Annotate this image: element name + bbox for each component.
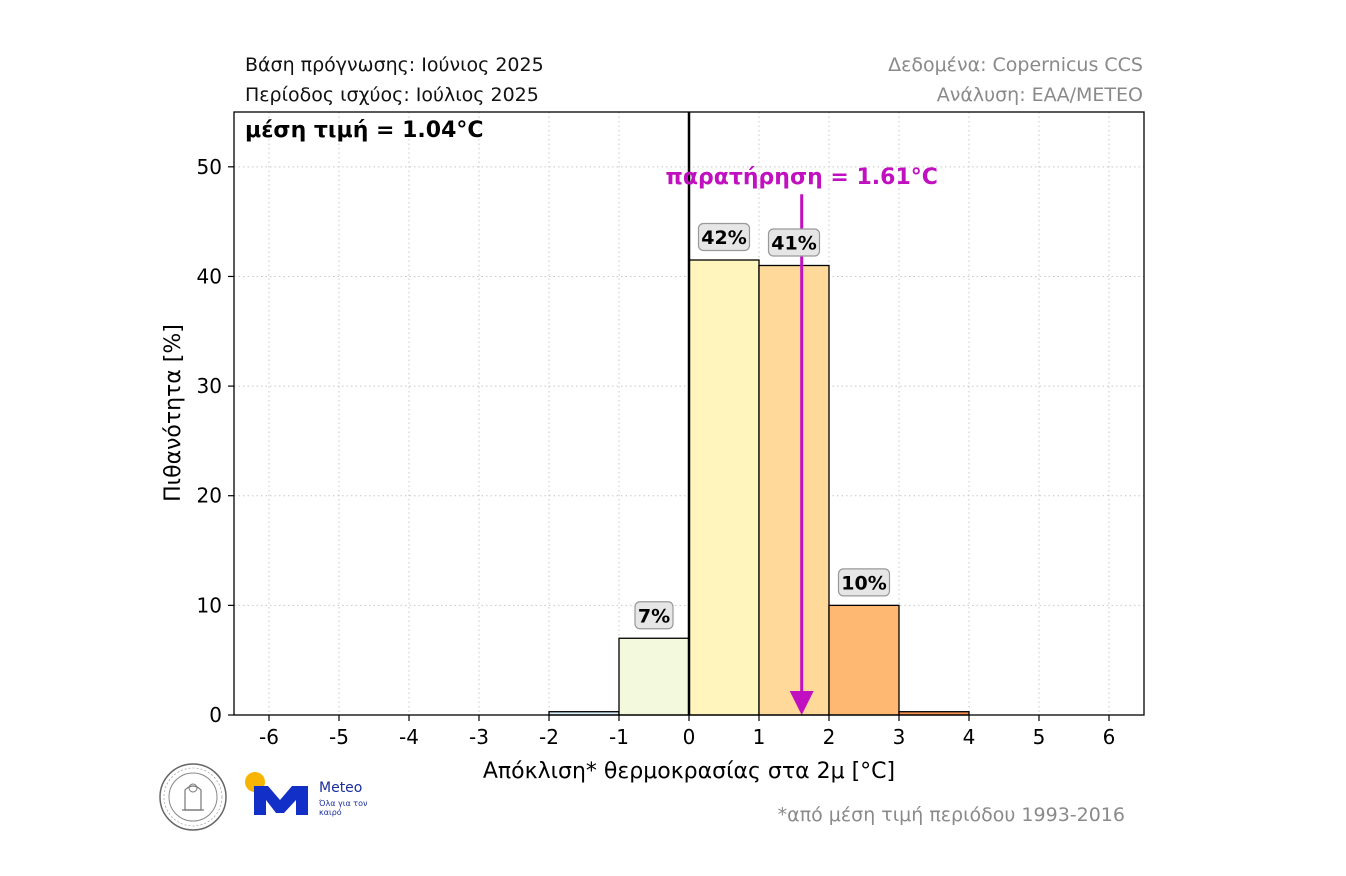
meteo-logo xyxy=(244,770,316,822)
bar-label-box xyxy=(697,222,751,252)
y-tick-label: 40 xyxy=(197,264,222,288)
histogram-bar xyxy=(758,264,830,716)
bar-value-label: 41% xyxy=(771,232,816,254)
x-axis-label: Απόκλιση* θερμοκρασίας στα 2μ [°C] xyxy=(483,759,895,784)
bar-value-label: 10% xyxy=(841,572,886,594)
x-tick-label: 3 xyxy=(893,725,906,749)
y-tick-label: 50 xyxy=(197,155,222,179)
x-tick-label: 2 xyxy=(823,725,836,749)
bar-value-label: 7% xyxy=(638,605,670,627)
valid-period-label: Περίοδος ισχύος: Ιούλιος 2025 xyxy=(245,84,539,106)
meteo-brand-name: Meteo xyxy=(319,780,363,796)
axis-ticks: -6 -5 -4 -3 -2 -1 0 1 2 3 4 5 6 0 10 20 30 40 50 xyxy=(197,155,1116,749)
bar-label-box xyxy=(767,228,821,257)
x-tick-label: -1 xyxy=(609,725,629,749)
x-tick-label: -6 xyxy=(259,725,279,749)
y-tick-label: 10 xyxy=(197,593,222,617)
observatory-seal-logo xyxy=(158,762,228,836)
x-tick-label: -4 xyxy=(399,725,419,749)
y-tick-label: 0 xyxy=(209,703,222,727)
x-tick-label: -2 xyxy=(539,725,559,749)
histogram-bar xyxy=(618,637,690,716)
forecast-base-label: Βάση πρόγνωσης: Ιούνιος 2025 xyxy=(245,54,544,76)
x-tick-label: -3 xyxy=(469,725,489,749)
observation-arrow-head xyxy=(789,691,814,715)
x-tick-label: 1 xyxy=(753,725,766,749)
x-tick-label: 6 xyxy=(1103,725,1116,749)
bar-label-box xyxy=(634,601,674,630)
data-source-label: Δεδομένα: Copernicus CCS xyxy=(888,54,1143,76)
y-tick-label: 20 xyxy=(197,484,222,508)
histogram-bar xyxy=(828,604,900,716)
bar-value-label: 42% xyxy=(701,227,746,249)
bar-label-box xyxy=(837,568,891,597)
y-tick-label: 30 xyxy=(197,374,222,398)
bars-group xyxy=(548,259,970,716)
x-tick-label: -5 xyxy=(329,725,349,749)
x-tick-label: 5 xyxy=(1033,725,1046,749)
x-tick-label: 4 xyxy=(963,725,976,749)
mean-value-label: μέση τιμή = 1.04°C xyxy=(245,118,484,143)
analysis-label: Ανάλυση: ΕΑΑ/METEO xyxy=(936,84,1143,106)
observation-group: παρατήρηση = 1.61°C xyxy=(665,165,938,715)
baseline-footnote: *από μέση τιμή περιόδου 1993-2016 xyxy=(777,804,1125,826)
bar-labels-group: 7% 42% 41% 10% xyxy=(634,222,891,630)
histogram-bar xyxy=(688,259,760,716)
x-tick-label: 0 xyxy=(683,725,696,749)
observation-label: παρατήρηση = 1.61°C xyxy=(665,165,937,190)
y-axis-label: Πιθανότητα [%] xyxy=(161,324,186,502)
meteo-tagline: Όλα για τον καιρό xyxy=(319,799,368,817)
